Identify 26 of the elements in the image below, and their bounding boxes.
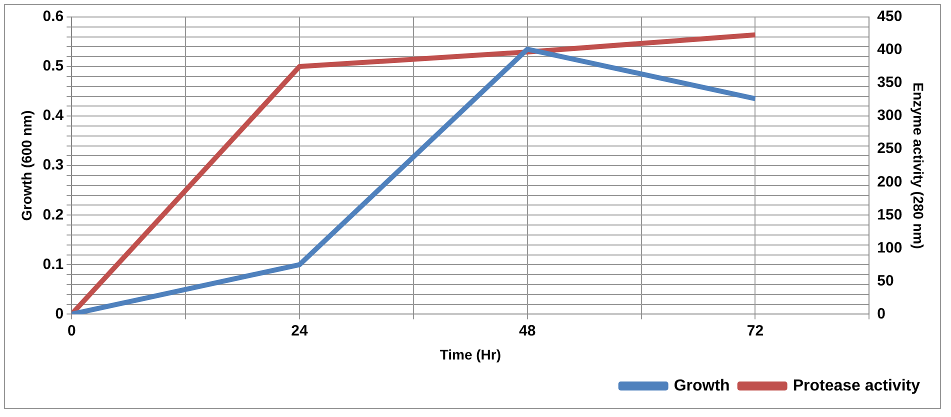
x-tick-label: 24 — [291, 322, 309, 340]
y-tick-label: 0.6 — [42, 8, 64, 26]
y-tick-label: 0.3 — [42, 156, 64, 174]
y2-tick-label: 300 — [877, 107, 902, 124]
y-tick-label: 0.1 — [42, 256, 64, 273]
y2-tick-label: 100 — [877, 239, 902, 256]
y-tick-label: 0.2 — [42, 206, 64, 224]
y2-tick-label: 250 — [877, 140, 902, 158]
y2-tick-label: 200 — [877, 173, 902, 190]
x-tick-label: 48 — [519, 322, 536, 340]
y2-tick-label: 50 — [877, 272, 894, 290]
y2-tick-label: 150 — [877, 206, 902, 224]
y2-axis-title: Enzyme activity (280 nm) — [910, 82, 927, 249]
y2-tick-label: 350 — [877, 74, 902, 92]
legend-label: Growth — [674, 377, 730, 394]
x-tick-label: 72 — [746, 322, 764, 340]
x-tick-label: 0 — [67, 322, 76, 340]
y-tick-label: 0 — [55, 305, 64, 322]
y-tick-label: 0.4 — [42, 107, 64, 124]
legend-label: Protease activity — [792, 377, 920, 394]
y2-tick-label: 0 — [877, 305, 886, 322]
y2-tick-label: 450 — [877, 8, 902, 26]
x-axis-title: Time (Hr) — [440, 346, 502, 362]
y2-tick-label: 400 — [877, 41, 902, 58]
y-axis-title: Growth (600 nm) — [18, 110, 34, 221]
y-tick-label: 0.5 — [42, 58, 64, 75]
